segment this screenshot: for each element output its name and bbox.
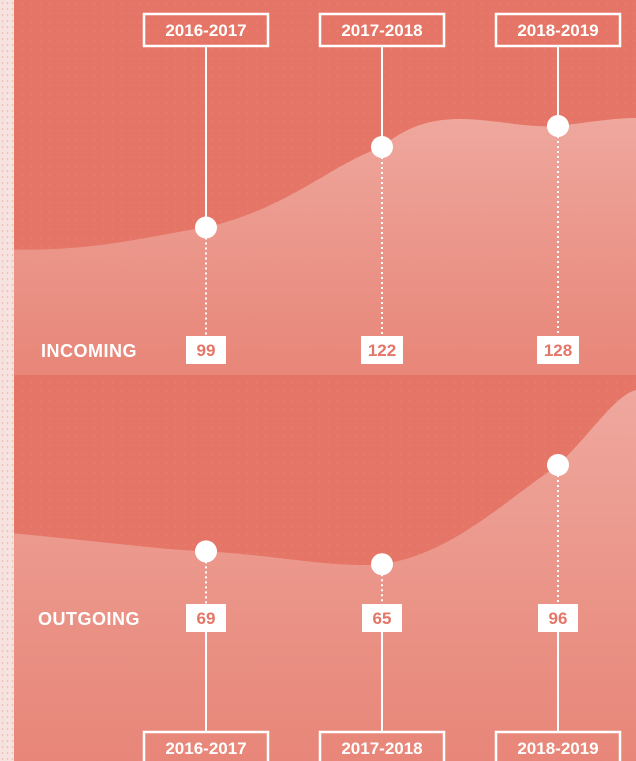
value-box — [538, 604, 578, 632]
value-label: 128 — [544, 341, 572, 360]
data-point — [195, 216, 217, 239]
series-outgoing — [14, 390, 636, 761]
year-label: 2016-2017 — [165, 21, 246, 40]
series-label-incoming: INCOMING — [41, 341, 137, 361]
year-box — [318, 12, 446, 48]
area-incoming — [14, 118, 636, 375]
year-label: 2017-2018 — [341, 21, 422, 40]
data-point — [547, 454, 569, 476]
value-box — [361, 336, 403, 364]
year-box — [142, 12, 270, 48]
area-outgoing — [14, 390, 636, 761]
data-point — [371, 553, 393, 576]
value-label: 99 — [197, 341, 216, 360]
year-box — [494, 730, 622, 761]
series-label-outgoing: OUTGOING — [38, 609, 140, 629]
year-label: 2018-2019 — [517, 21, 598, 40]
value-label: 65 — [373, 609, 392, 628]
value-label: 69 — [197, 609, 216, 628]
left-strip-dots — [0, 0, 14, 761]
data-point — [547, 115, 569, 137]
year-label: 2018-2019 — [517, 739, 598, 758]
value-box — [186, 336, 226, 364]
series-incoming — [14, 12, 636, 375]
year-label: 2016-2017 — [165, 739, 246, 758]
value-label: 96 — [549, 609, 568, 628]
year-box — [318, 730, 446, 761]
year-label: 2017-2018 — [341, 739, 422, 758]
year-box — [494, 12, 622, 48]
data-point — [371, 136, 393, 158]
value-box — [186, 604, 226, 632]
value-box — [537, 336, 579, 364]
value-label: 122 — [368, 341, 396, 360]
year-box — [142, 730, 270, 761]
data-point — [195, 540, 217, 563]
value-box — [362, 604, 402, 632]
